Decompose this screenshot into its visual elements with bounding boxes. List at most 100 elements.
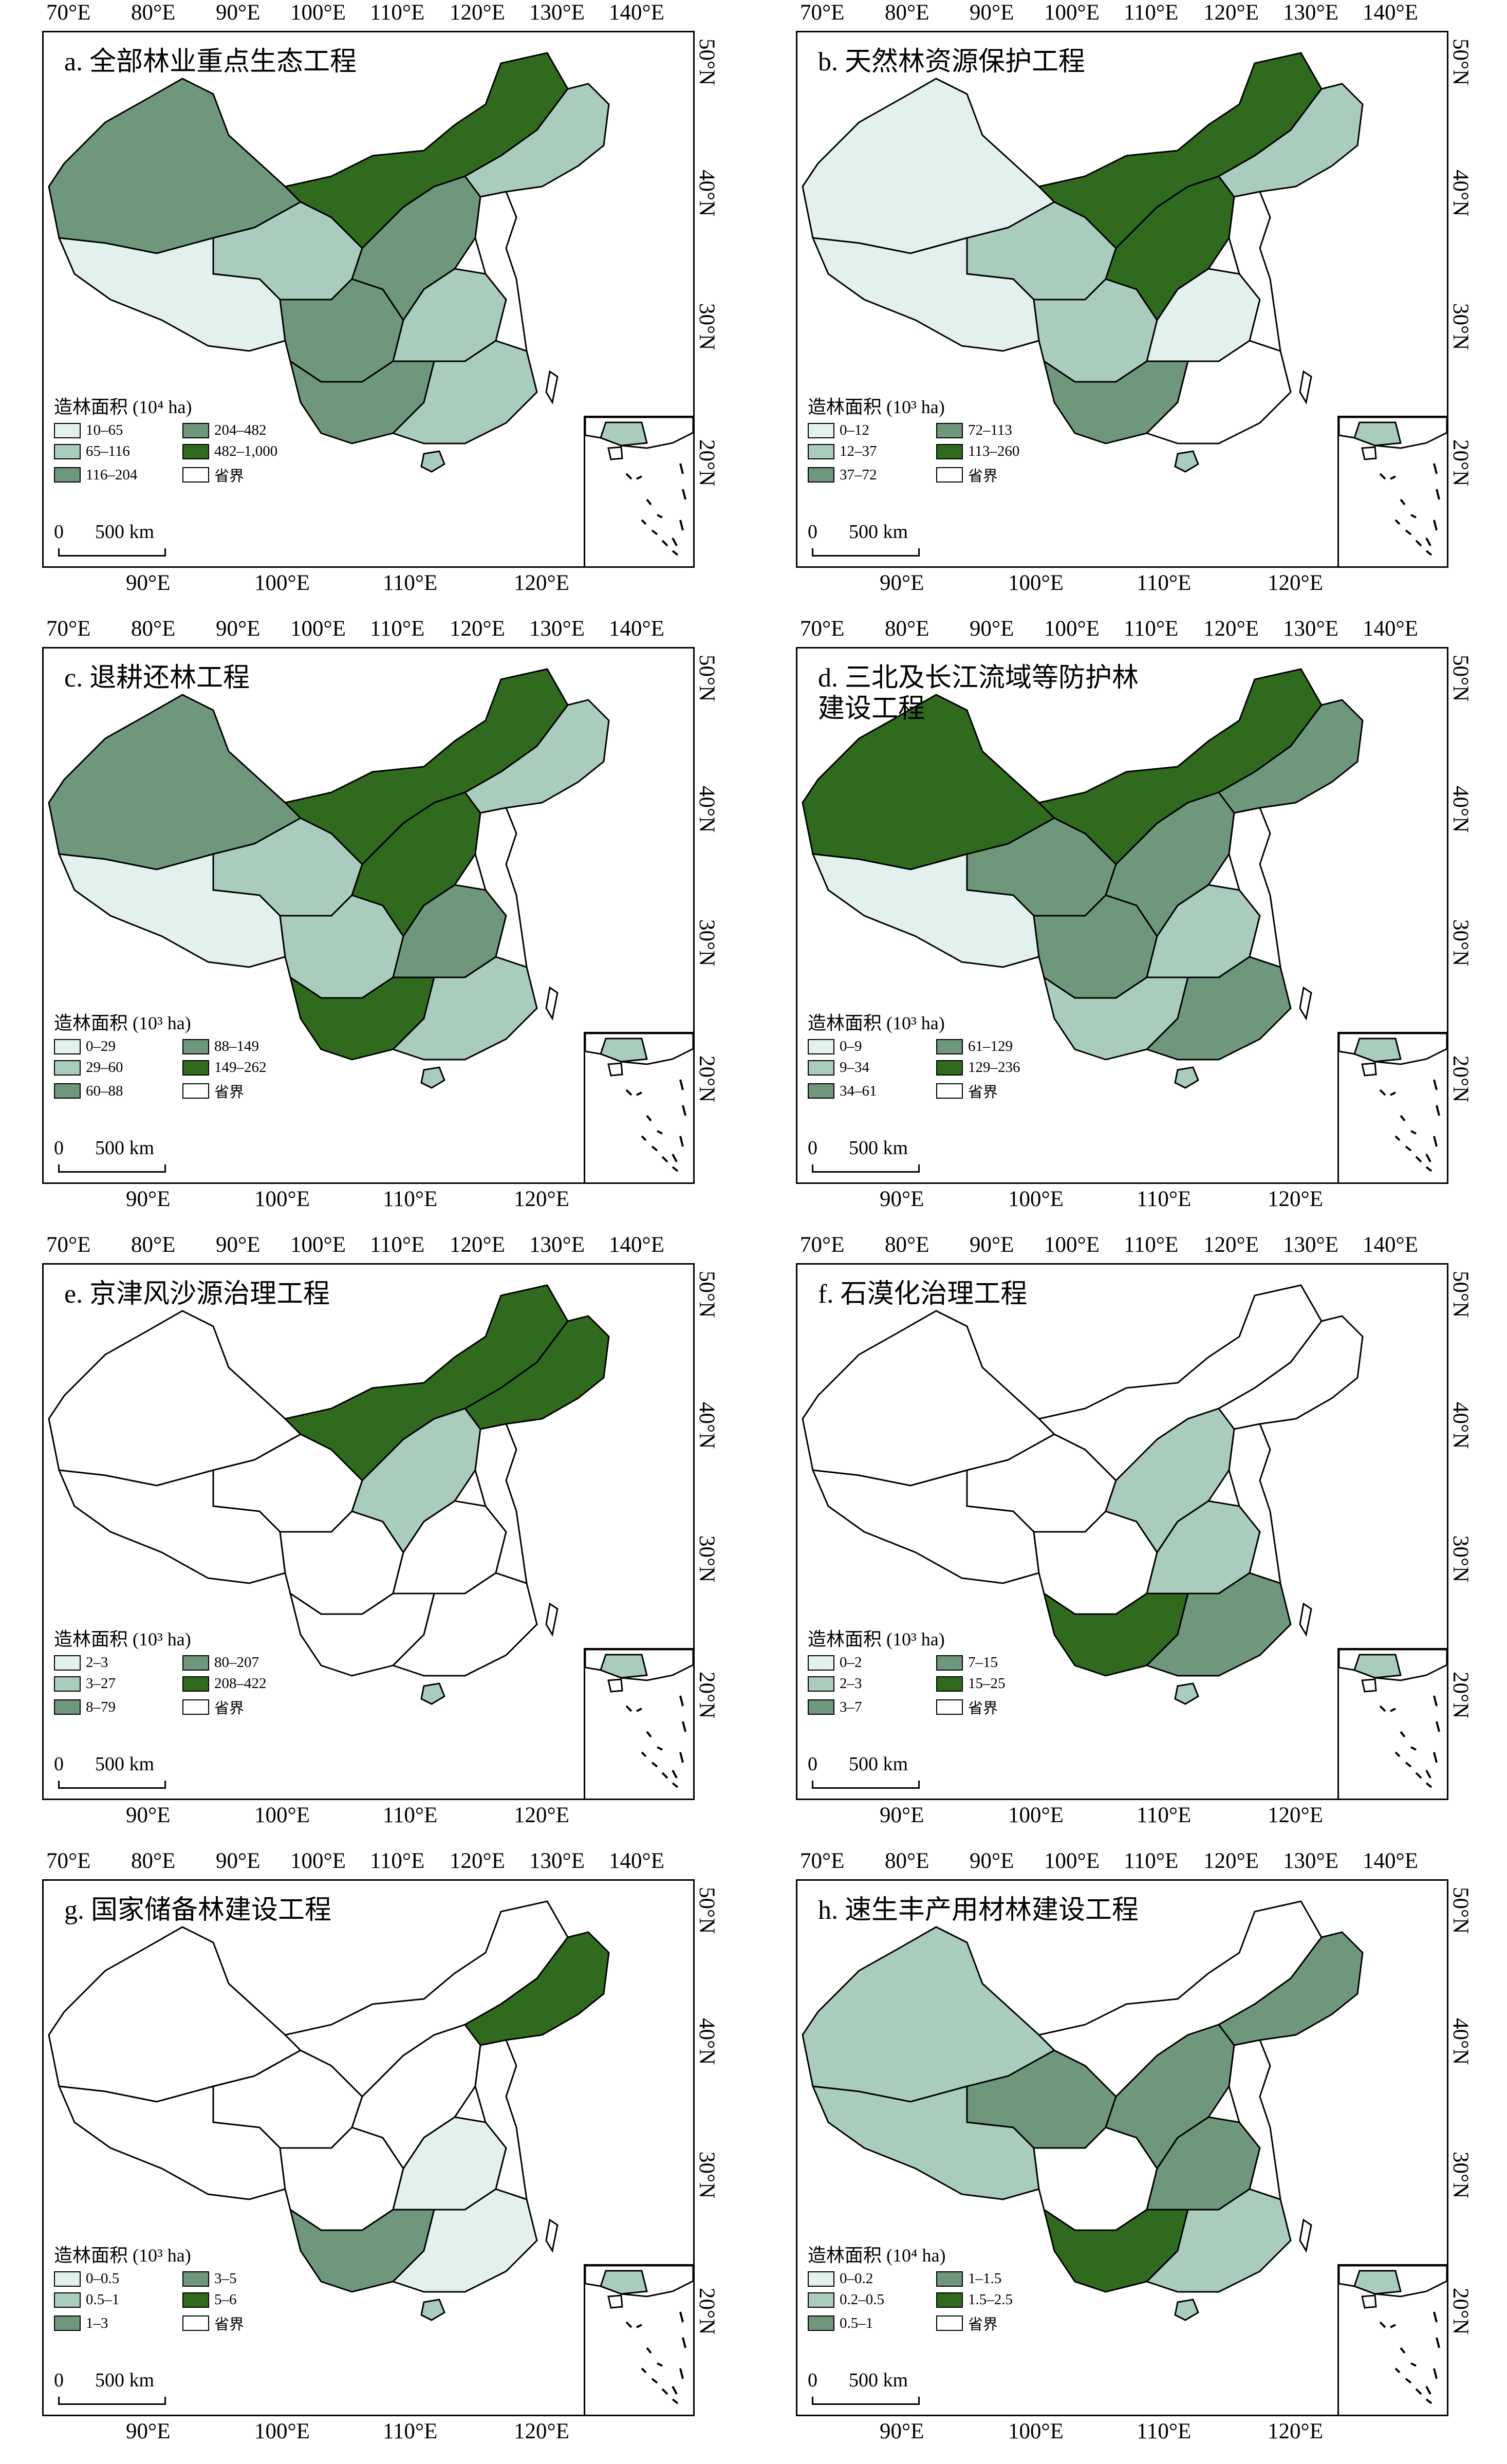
legend-label: 0–0.5	[86, 2270, 120, 2287]
lat-tick: 20°N	[1448, 2288, 1473, 2335]
province-map	[48, 1900, 610, 2321]
legend-label: 29–60	[86, 1059, 123, 1076]
legend-item: 3–5	[182, 2270, 311, 2287]
panel-title: a. 全部林业重点生态工程	[64, 47, 357, 77]
region-north-central	[1105, 2024, 1235, 2170]
lon-tick-top: 100°E	[1044, 1, 1100, 25]
legend-swatch	[54, 443, 81, 459]
legend-item: 7–15	[936, 1654, 1065, 1671]
legend-swatch	[808, 2315, 834, 2331]
legend-label: 0–9	[840, 1038, 862, 1054]
lat-tick: 40°N	[1448, 170, 1473, 217]
legend-swatch	[182, 1083, 209, 1099]
legend-swatch	[54, 2292, 81, 2308]
taiwan-island	[545, 2218, 559, 2253]
lon-tick-top: 130°E	[1283, 1, 1338, 25]
lon-tick-top: 120°E	[1203, 1233, 1259, 1257]
legend-item: 0.5–1	[808, 2312, 936, 2334]
lon-tick-top: 100°E	[290, 1, 346, 25]
region-southeast	[1145, 956, 1292, 1061]
legend-label: 3–7	[840, 1698, 862, 1715]
panel-title: g. 国家储备林建设工程	[64, 1896, 332, 1925]
hainan-island	[420, 450, 445, 473]
region-northeast	[1217, 83, 1364, 198]
lon-tick-top: 130°E	[529, 1, 585, 25]
lon-tick-top: 120°E	[450, 1, 505, 25]
lon-tick-top: 90°E	[216, 1233, 261, 1257]
legend: 造林面积 (10³ ha) 0–12 72–113 12–37 113–260 …	[808, 392, 1075, 486]
legend-item: 1–3	[54, 2312, 182, 2334]
lon-tick-top: 140°E	[609, 1, 664, 25]
scale-bar: 0 500 km	[808, 2369, 972, 2410]
region-southeast	[1145, 340, 1292, 444]
legend-item: 1–1.5	[936, 2270, 1065, 2287]
province-map	[48, 1284, 610, 1705]
lon-tick-top: 140°E	[609, 617, 664, 641]
taiwan-island	[1299, 986, 1312, 1021]
lon-tick-top: 70°E	[800, 1233, 845, 1257]
scale-zero-label: 0	[808, 1137, 817, 1159]
legend-label: 2–3	[840, 1675, 862, 1692]
lon-tick-top: 120°E	[1203, 1, 1259, 25]
lon-tick-top: 80°E	[885, 1233, 929, 1257]
map-panel: 70°E 80°E 90°E 100°E 110°E 120°E 130°E 1…	[0, 1232, 753, 1848]
lon-tick-top: 140°E	[1363, 617, 1418, 641]
scale-line	[812, 1781, 920, 1789]
legend-item: 0.5–1	[54, 2291, 182, 2308]
lat-tick: 50°N	[1448, 1887, 1473, 1934]
inset-province	[1353, 2270, 1402, 2295]
lat-tick: 40°N	[695, 1402, 719, 1449]
region-north-central	[1105, 791, 1235, 938]
scale-distance-label: 500 km	[849, 2369, 908, 2391]
lon-tick-bottom: 120°E	[1268, 571, 1323, 595]
lat-tick: 40°N	[1448, 1402, 1473, 1449]
legend-label: 省界	[968, 1700, 998, 1717]
inset-province	[600, 2270, 648, 2295]
legend-swatch	[808, 2271, 834, 2287]
lon-tick-bottom: 120°E	[514, 2419, 569, 2443]
legend-swatch	[936, 2292, 963, 2308]
region-southeast	[392, 2188, 538, 2293]
legend-item: 0–9	[808, 1038, 936, 1055]
legend-item: 72–113	[936, 422, 1065, 439]
lon-tick-top: 90°E	[970, 617, 1014, 641]
map-panel: 70°E 80°E 90°E 100°E 110°E 120°E 130°E 1…	[0, 616, 753, 1232]
lon-tick-top: 110°E	[370, 1, 425, 25]
inset-island	[607, 2294, 623, 2309]
taiwan-island	[545, 986, 559, 1021]
legend-title: 造林面积 (10³ ha)	[54, 1629, 191, 1650]
province-map	[48, 668, 610, 1089]
scale-distance-label: 500 km	[849, 1753, 908, 1775]
lon-tick-top: 90°E	[970, 1233, 1014, 1257]
lat-tick: 20°N	[1448, 1672, 1473, 1719]
lat-tick: 30°N	[695, 1535, 719, 1583]
legend-item: 116–204	[54, 464, 182, 486]
inset-map	[584, 416, 693, 556]
legend-item: 9–34	[808, 1059, 936, 1076]
scale-zero-label: 0	[808, 2369, 817, 2391]
lat-tick: 30°N	[1448, 1535, 1473, 1583]
legend-label: 80–207	[214, 1654, 259, 1671]
legend-swatch	[54, 1083, 81, 1099]
lon-tick-bottom: 100°E	[254, 571, 310, 595]
region-north-central	[1105, 1407, 1235, 1554]
map-frame: h. 速生丰产用材林建设工程 造林面积 (10⁴ ha) 0–0.2 1–1.5…	[796, 1879, 1448, 2416]
scale-zero-label: 0	[54, 521, 64, 543]
scale-distance-label: 500 km	[95, 2369, 155, 2391]
legend-label: 72–113	[968, 422, 1012, 438]
legend-swatch	[808, 422, 834, 438]
legend-title: 造林面积 (10³ ha)	[808, 1629, 945, 1650]
lon-tick-top: 110°E	[1124, 1233, 1179, 1257]
lat-tick: 20°N	[695, 2288, 719, 2335]
legend-item: 0–0.5	[54, 2270, 182, 2287]
legend-swatch	[182, 467, 209, 483]
legend-swatch	[182, 2292, 209, 2308]
inset-island	[1361, 446, 1377, 460]
hainan-island	[420, 1682, 445, 1705]
legend-title: 造林面积 (10³ ha)	[808, 1013, 945, 1033]
legend-label: 1–3	[86, 2314, 108, 2331]
legend-item: 204–482	[182, 422, 311, 439]
region-east-coast	[1228, 1423, 1281, 1585]
lon-tick-top: 100°E	[1044, 1233, 1100, 1257]
lon-tick-top: 140°E	[1363, 1849, 1418, 1873]
